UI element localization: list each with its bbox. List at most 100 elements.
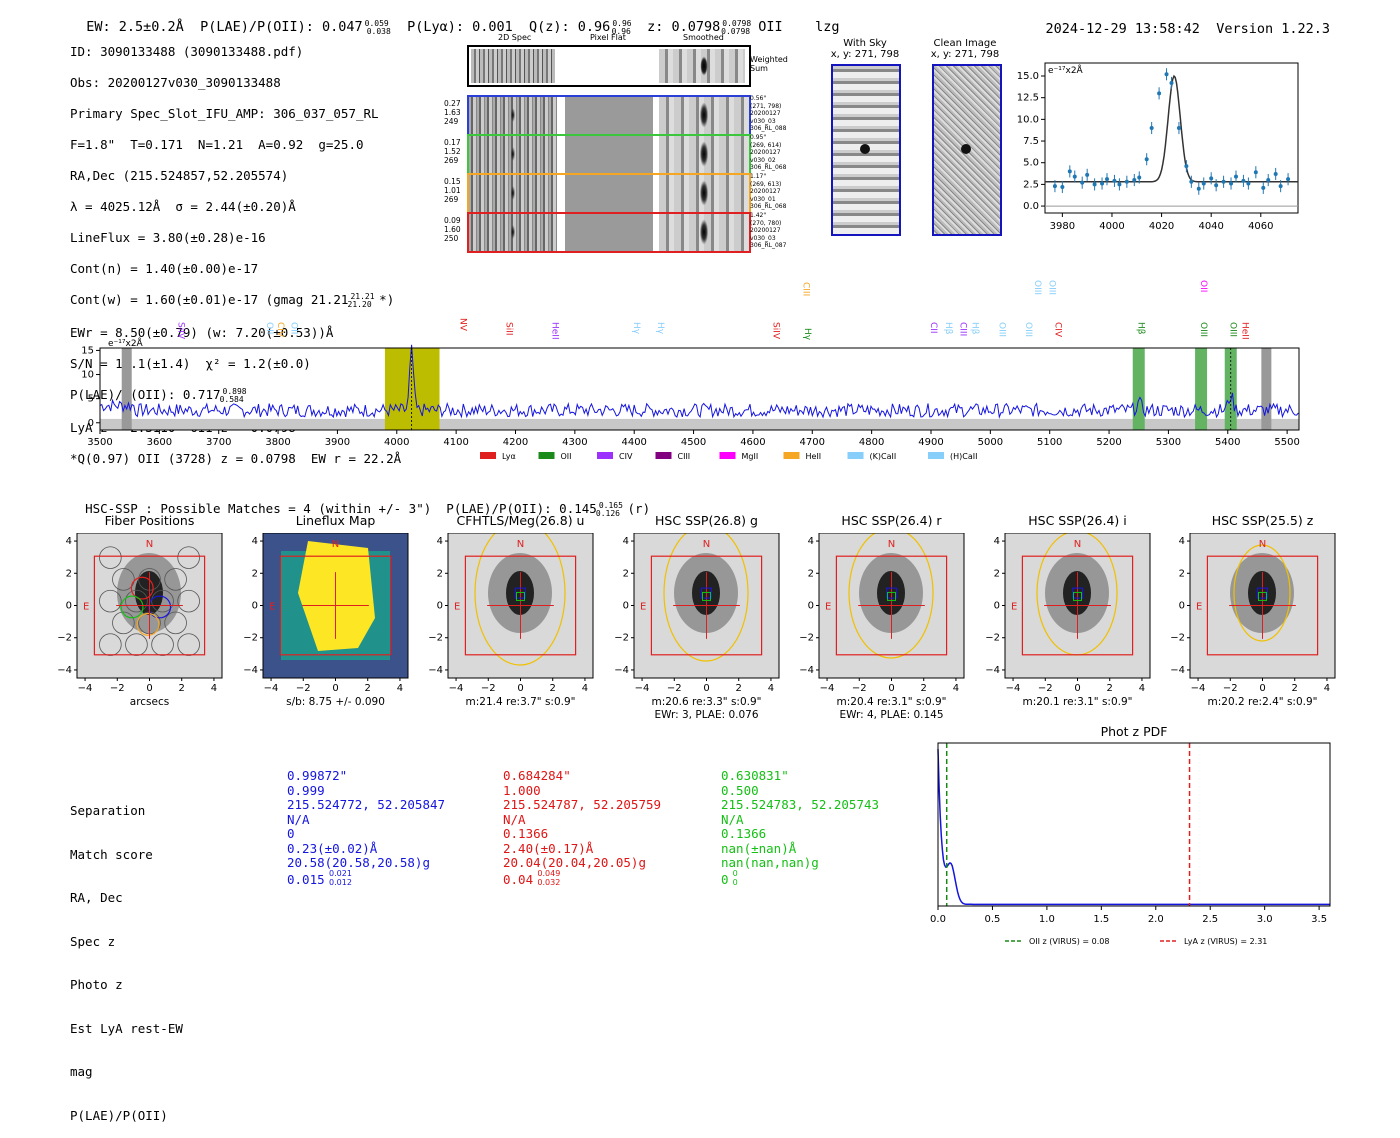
compass-north: N xyxy=(1259,539,1266,550)
spectrum-line-band xyxy=(1132,348,1145,430)
spectrum-xtick-label: 4400 xyxy=(621,437,646,448)
cutout-left-stat: 0.15 xyxy=(444,177,461,186)
cutout-right-stat: 1.42" xyxy=(750,212,767,219)
fiber-circle xyxy=(99,546,122,569)
match-value: 0 xyxy=(721,871,729,887)
clean-image xyxy=(932,64,1002,236)
photz-xtick-label: 1.0 xyxy=(1039,914,1055,925)
panel-ytick-label: −4 xyxy=(799,665,814,676)
match-value: 0.015 xyxy=(287,871,325,887)
spectrum-line-label: OIII xyxy=(1047,280,1057,295)
info-radec: RA,Dec (215.524857,52.205574) xyxy=(70,167,289,183)
panel-ytick-label: −2 xyxy=(614,633,629,644)
match-label-score: Match score xyxy=(70,846,153,862)
cutout-left-stat: 0.27 xyxy=(444,99,461,108)
panel-xtick-label: −2 xyxy=(667,683,682,694)
photz-xtick-label: 3.0 xyxy=(1257,914,1273,925)
spectrum-xtick-label: 3500 xyxy=(87,437,112,448)
panel-ytick-label: 2 xyxy=(437,568,443,579)
spectrum-xtick-label: 4600 xyxy=(740,437,765,448)
header-plae-sub: 0.038 xyxy=(366,27,391,36)
cutout-row xyxy=(467,212,751,253)
match-label-photoz: Photo z xyxy=(70,977,123,992)
aperture-ellipse xyxy=(474,533,566,666)
info-sn: S/N = 19.1(±1.4) χ² = 1.2(±0.0) xyxy=(70,355,311,371)
match-plae-sub: 0.032 xyxy=(537,877,561,887)
aperture-ellipse xyxy=(1233,544,1291,642)
panel-caption: s/b: 8.75 +/- 0.090 xyxy=(286,696,385,708)
with-sky-image xyxy=(831,64,901,236)
info-id: ID: 3090133488 (3090133488.pdf) xyxy=(70,43,304,59)
spectrum-line-label: SiIV xyxy=(771,322,781,340)
zoom-ytick-label: 5.0 xyxy=(1023,158,1039,169)
panel-ytick-label: 0 xyxy=(437,601,443,612)
cutout-2dspec xyxy=(469,97,557,134)
spectrum-legend-swatch xyxy=(538,452,555,459)
spectrum-legend-label: CIV xyxy=(619,452,633,461)
panel-xtick-label: −4 xyxy=(820,683,835,694)
zoom-ytick-label: 12.5 xyxy=(1017,93,1039,104)
spectrum-xtick-label: 3900 xyxy=(325,437,350,448)
info-block: ID: 3090133488 (3090133488.pdf) Obs: 202… xyxy=(70,28,401,482)
panel-ytick-label: −2 xyxy=(428,633,443,644)
panel-caption: m:20.4 re:3.1" s:0.9" xyxy=(836,696,947,708)
search-box xyxy=(93,555,206,656)
panel-ytick-label: 2 xyxy=(252,568,258,579)
panel-plot: N E −4 −4 −2 −2 0 0 2 2 4 4 xyxy=(614,533,780,694)
match-box-green xyxy=(516,591,525,601)
zoom-data-point xyxy=(1137,175,1142,180)
cutout-right-stat: 20200127 xyxy=(750,227,781,234)
lineflux-peak xyxy=(298,541,375,651)
compass-north: N xyxy=(703,539,710,550)
spectrum-line-label: Hγ xyxy=(655,322,665,335)
match-value: 1.000 xyxy=(503,782,541,798)
match-label-separation: Separation xyxy=(70,803,146,818)
panel-caption: arcsecs xyxy=(129,696,170,708)
photz-xtick-label: 0.5 xyxy=(984,914,1000,925)
weighted-2dspec xyxy=(471,49,555,83)
fiber-circle xyxy=(177,589,200,613)
spectrum-line-label: HeII xyxy=(549,322,559,340)
photz-curve xyxy=(937,749,1330,906)
info-contw-text: Cont(w) = 1.60(±0.01)e-17 (gmag 21.21 xyxy=(70,291,349,307)
match-box-green xyxy=(887,591,896,601)
spectrum-legend-label: (K)CaII xyxy=(870,452,897,461)
zoom-data-point xyxy=(1080,180,1085,185)
spectrum-line-label: SiIV xyxy=(175,322,185,340)
cutout-right-stat: 306_RL_068 xyxy=(750,203,787,210)
zoom-data-point xyxy=(1124,179,1129,184)
zoom-xtick-label: 4020 xyxy=(1149,221,1174,232)
panel-xtick-label: 0 xyxy=(332,683,338,694)
panel-ytick-label: −4 xyxy=(614,665,629,676)
hsc-title: HSC-SSP : Possible Matches = 4 (within +… xyxy=(85,501,597,516)
panel-ytick-label: −2 xyxy=(57,633,72,644)
panel-xtick-label: 4 xyxy=(953,683,959,694)
match-box-blue xyxy=(1257,587,1268,599)
cutout-2dspec xyxy=(469,175,557,212)
header-z-sub: 0.0798 xyxy=(721,27,751,36)
panel-xtick-label: 2 xyxy=(736,683,742,694)
match-labels: Separation Match score RA, Dec Spec z Ph… xyxy=(70,775,183,1138)
fiber-circle xyxy=(164,611,187,635)
col-label-pixelflat: Pixel Flat xyxy=(590,33,626,42)
compass-east: E xyxy=(1196,602,1202,613)
panel-caption-2: EWr: 4, PLAE: 0.145 xyxy=(839,709,944,721)
panel-ytick-label: 4 xyxy=(623,536,629,547)
panel-ytick-label: −4 xyxy=(57,665,72,676)
spectrum-line-label: OII xyxy=(289,322,299,334)
fiber-circle xyxy=(99,633,122,656)
zoom-data-point xyxy=(1060,184,1065,189)
panel-xtick-label: −4 xyxy=(264,683,279,694)
cutout-left-stat: 1.63 xyxy=(444,108,461,117)
compass-east: E xyxy=(825,602,831,613)
spectrum-legend-label: MgII xyxy=(742,452,759,461)
zoom-data-point xyxy=(1072,174,1077,179)
spectrum-xtick-label: 4300 xyxy=(562,437,587,448)
spectrum-line-label: Hβ xyxy=(943,322,953,335)
panel-xtick-label: 2 xyxy=(1292,683,1298,694)
header-timestamp: 2024-12-29 13:58:42 xyxy=(1045,21,1200,37)
panel-xtick-label: 4 xyxy=(768,683,774,694)
with-sky-xy: x, y: 271, 798 xyxy=(830,49,900,60)
cutout-right-stat: v030_01 xyxy=(750,195,776,203)
photz-xtick-label: 2.5 xyxy=(1202,914,1218,925)
